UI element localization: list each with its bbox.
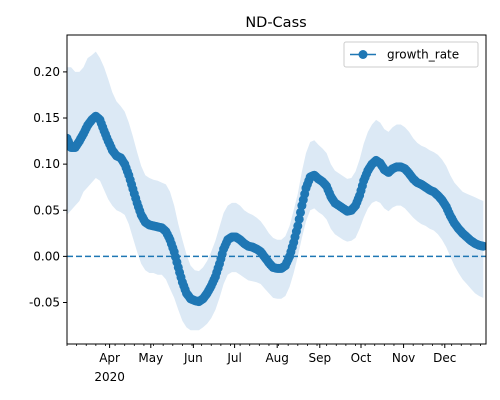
legend: growth_rate: [343, 41, 479, 68]
x-tick-label: Jun: [183, 351, 203, 365]
axes-frame: [66, 34, 487, 345]
x-tick-label: Sep: [308, 351, 331, 365]
growth-rate-point: [293, 221, 303, 231]
growth-rate-point: [296, 207, 305, 217]
y-tick-label: 0.00: [33, 249, 60, 263]
axes: 0.20 0.15 0.10 0.05 0.00 -0.05 Apr May Jun Jul Aug…: [29, 34, 487, 384]
x-tick-label: Aug: [265, 351, 288, 365]
confidence-band: [67, 51, 484, 331]
x-tick-label: Apr: [99, 351, 120, 365]
x-tick-label: Nov: [392, 351, 415, 365]
x-tick-label: Dec: [433, 351, 456, 365]
legend-marker-swatch: [358, 50, 368, 59]
legend-frame: [343, 41, 479, 68]
legend-label-growth-rate: growth_rate: [387, 48, 459, 62]
chart-title: ND-Cass: [245, 15, 306, 31]
y-tick-label: 0.05: [33, 203, 60, 217]
y-tick-label: 0.15: [33, 111, 60, 125]
x-tick-label: Oct: [351, 351, 372, 365]
plot-area: [67, 51, 486, 331]
growth-rate-point: [294, 214, 304, 224]
growth-rate-point: [478, 241, 486, 251]
y-tick-label: 0.20: [33, 65, 60, 79]
x-year-label: 2020: [94, 370, 125, 384]
x-tick-label: May: [138, 351, 163, 365]
x-tick-label: Jul: [226, 351, 241, 365]
y-tick-label: -0.05: [29, 295, 60, 309]
y-tick-label: 0.10: [33, 157, 60, 171]
